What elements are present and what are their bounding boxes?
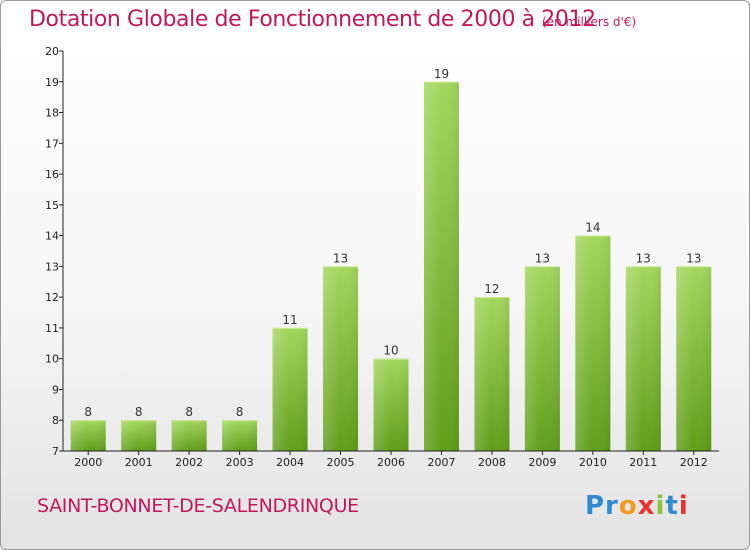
x-tick-label: 2004 <box>276 456 304 469</box>
bar-shading <box>272 327 308 451</box>
logo-part: x <box>637 491 656 521</box>
proxiti-logo[interactable]: Proxiti <box>585 491 689 521</box>
bar-shading <box>222 420 258 451</box>
bar-value-label: 8 <box>135 405 143 419</box>
logo-part: i <box>655 491 666 521</box>
bar-shading <box>676 266 712 451</box>
bar-value-label: 8 <box>185 405 193 419</box>
logo-part: o <box>618 491 638 521</box>
y-tick-label: 13 <box>45 260 59 273</box>
bar-shading <box>524 266 560 451</box>
x-tick-label: 2011 <box>629 456 657 469</box>
x-tick-label: 2007 <box>427 456 455 469</box>
y-tick-label: 8 <box>52 414 59 427</box>
bar-value-label: 8 <box>236 405 244 419</box>
x-tick-label: 2008 <box>478 456 506 469</box>
y-tick-label: 16 <box>45 168 59 181</box>
y-tick-label: 11 <box>45 322 59 335</box>
bar-value-label: 19 <box>434 67 449 81</box>
y-tick-label: 7 <box>52 445 59 458</box>
bar-value-label: 13 <box>636 251 651 265</box>
axes-layer <box>59 50 719 455</box>
logo-part: i <box>678 491 689 521</box>
logo-part: t <box>665 491 679 521</box>
bar-shading <box>625 266 661 451</box>
bar-value-label: 8 <box>84 405 92 419</box>
y-tick-label: 19 <box>45 76 59 89</box>
y-tick-label: 17 <box>45 137 59 150</box>
y-tick-label: 10 <box>45 353 59 366</box>
bar-shading <box>373 358 409 451</box>
chart-title: Dotation Globale de Fonctionnement de 20… <box>29 7 596 32</box>
bar-value-label: 10 <box>383 344 398 358</box>
y-tick-label: 18 <box>45 107 59 120</box>
bar-shading <box>323 266 359 451</box>
y-tick-label: 12 <box>45 291 59 304</box>
y-tick-label: 20 <box>45 45 59 58</box>
bar-shading <box>423 81 459 452</box>
y-tick-label: 15 <box>45 199 59 212</box>
bar-shading <box>171 420 207 451</box>
x-tick-label: 2000 <box>74 456 102 469</box>
bar-shading <box>575 235 611 451</box>
commune-name: SAINT-BONNET-DE-SALENDRINQUE <box>37 495 359 517</box>
x-tick-label: 2005 <box>327 456 355 469</box>
bar-shading <box>474 297 510 451</box>
x-tick-label: 2010 <box>579 456 607 469</box>
bars-layer <box>70 81 712 452</box>
x-tick-label: 2009 <box>528 456 556 469</box>
bar-value-label: 12 <box>484 282 499 296</box>
y-tick-label: 14 <box>45 230 59 243</box>
labels-layer: 8 2000 8 2001 8 2002 8 2003 11 2004 13 2005 10 2006 19… <box>45 45 708 469</box>
bar-shading <box>121 420 157 451</box>
logo-part: Pr <box>585 491 619 521</box>
bar-value-label: 13 <box>333 251 348 265</box>
x-tick-label: 2012 <box>680 456 708 469</box>
bar-value-label: 13 <box>535 251 550 265</box>
bar-value-label: 13 <box>686 251 701 265</box>
x-tick-label: 2002 <box>175 456 203 469</box>
chart-subtitle: (en milliers d'€) <box>542 15 637 29</box>
bar-value-label: 14 <box>585 221 600 235</box>
x-tick-label: 2006 <box>377 456 405 469</box>
x-tick-label: 2003 <box>226 456 254 469</box>
x-tick-label: 2001 <box>125 456 153 469</box>
y-tick-label: 9 <box>52 383 59 396</box>
bar-value-label: 11 <box>282 313 297 327</box>
bar-shading <box>70 420 106 451</box>
